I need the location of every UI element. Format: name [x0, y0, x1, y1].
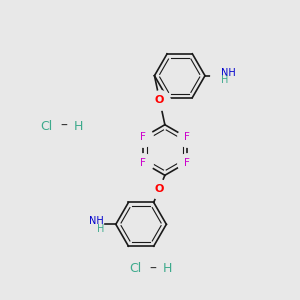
- Text: O: O: [154, 184, 164, 194]
- Text: O: O: [155, 95, 164, 105]
- Text: –: –: [60, 119, 67, 133]
- Text: Cl: Cl: [129, 262, 141, 275]
- Text: H: H: [97, 224, 104, 234]
- Text: Cl: Cl: [40, 120, 52, 133]
- Text: H: H: [163, 262, 172, 275]
- Text: NH: NH: [221, 68, 236, 78]
- Text: –: –: [149, 262, 156, 276]
- Text: F: F: [184, 158, 190, 168]
- Text: NH: NH: [89, 216, 104, 226]
- Text: F: F: [184, 132, 190, 142]
- Text: F: F: [140, 158, 146, 168]
- Text: H: H: [221, 75, 229, 85]
- Text: H: H: [74, 120, 83, 133]
- Text: F: F: [140, 132, 146, 142]
